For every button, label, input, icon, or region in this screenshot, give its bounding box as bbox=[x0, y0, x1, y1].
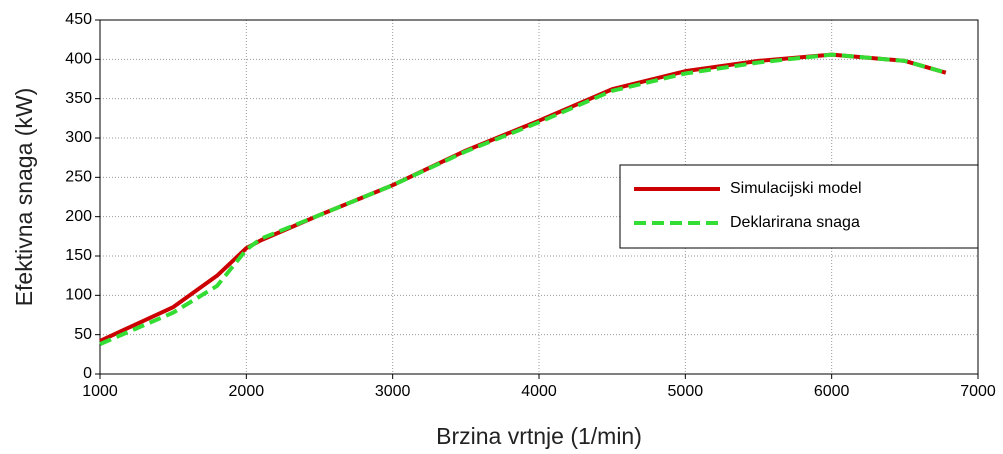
y-tick-label: 350 bbox=[65, 90, 92, 107]
legend-label: Deklarirana snaga bbox=[730, 214, 860, 231]
legend-box bbox=[619, 164, 979, 249]
y-tick-label: 250 bbox=[65, 169, 92, 186]
y-tick-label: 200 bbox=[65, 208, 92, 225]
y-tick-label: 100 bbox=[65, 287, 92, 304]
y-tick-label: 150 bbox=[65, 247, 92, 264]
y-tick-label: 0 bbox=[83, 365, 92, 382]
y-tick-label: 450 bbox=[65, 11, 92, 28]
x-tick-label: 2000 bbox=[229, 383, 265, 400]
x-tick-label: 6000 bbox=[814, 383, 850, 400]
y-tick-label: 300 bbox=[65, 129, 92, 146]
x-tick-label: 4000 bbox=[521, 383, 557, 400]
x-tick-label: 3000 bbox=[375, 383, 411, 400]
x-tick-label: 5000 bbox=[668, 383, 704, 400]
x-tick-label: 1000 bbox=[82, 383, 118, 400]
x-axis-label: Brzina vrtnje (1/min) bbox=[436, 423, 642, 449]
legend-label: Simulacijski model bbox=[730, 180, 862, 197]
y-tick-label: 400 bbox=[65, 51, 92, 68]
y-axis-label: Efektivna snaga (kW) bbox=[11, 88, 37, 307]
x-tick-label: 7000 bbox=[960, 383, 996, 400]
y-tick-label: 50 bbox=[74, 326, 92, 343]
line-series bbox=[99, 52, 947, 346]
